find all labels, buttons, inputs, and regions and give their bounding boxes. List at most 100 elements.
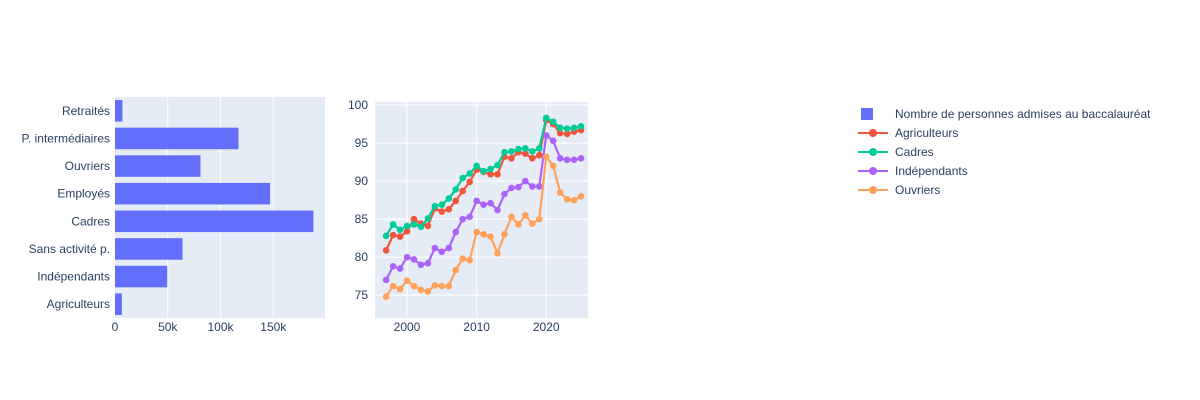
series-marker [563,196,571,203]
series-marker [556,189,564,196]
series-marker [431,244,439,252]
series-marker [563,125,571,132]
series-marker [494,161,501,169]
series-marker [403,227,411,235]
legend-line-symbol [857,126,889,140]
series-marker [494,250,501,257]
series-marker [389,221,397,228]
series-marker [466,256,473,264]
line-y-tick-label: 90 [355,174,369,188]
series-marker [501,148,508,156]
series-marker [494,206,501,214]
series-marker [424,288,432,295]
series-marker [410,256,418,263]
series-marker [487,233,494,240]
series-marker [410,215,418,223]
series-marker [515,183,522,191]
series-marker [535,183,543,190]
bar[interactable] [115,238,183,260]
legend-item-label: Indépendants [895,163,968,178]
series-marker [577,123,585,130]
bar-x-tick-label: 150k [260,320,287,334]
series-marker [549,118,557,126]
bar[interactable] [115,182,271,205]
bar[interactable] [115,265,168,288]
series-marker [487,165,494,173]
series-marker [522,212,529,219]
series-marker [396,226,404,234]
legend-item-label: Ouvriers [895,182,941,197]
legend-item-agriculteurs[interactable]: Agriculteurs [857,123,1150,142]
series-marker [535,151,543,159]
series-marker [473,228,480,236]
bar-category-label: Employés [57,187,110,201]
series-marker [452,266,460,274]
series-marker [459,215,467,223]
series-marker [459,255,467,262]
legend-item-label: Nombre de personnes admises au baccalaur… [895,106,1151,121]
bar-category-label: P. intermédiaires [22,131,111,145]
series-marker [403,277,411,285]
series-marker [522,145,529,152]
legend: Nombre de personnes admises au baccalaur… [857,104,1150,199]
legend-square-symbol [857,107,889,121]
bar-category-label: Agriculteurs [47,297,110,311]
bar[interactable] [115,100,123,122]
line-y-tick-label: 80 [355,250,369,264]
legend-item-baccalaureat[interactable]: Nombre de personnes admises au baccalaur… [857,104,1150,123]
series-marker [459,187,467,195]
series-marker [438,282,446,290]
series-marker [431,202,439,210]
series-marker [515,145,522,153]
bar[interactable] [115,293,122,315]
series-marker [452,228,460,236]
series-marker [431,281,439,289]
line-x-tick-label: 2000 [394,320,421,334]
series-marker [508,184,515,192]
series-marker [417,261,425,269]
legend-item-cadres[interactable]: Cadres [857,142,1150,161]
series-marker [452,186,460,193]
series-marker [508,148,515,155]
series-marker [570,196,578,204]
series-marker [542,114,550,122]
bar[interactable] [115,127,239,150]
series-marker [570,156,578,164]
series-marker [529,148,536,155]
series-marker [494,170,501,178]
legend-line-symbol [857,145,889,159]
bar-category-label: Sans activité p. [29,242,110,256]
series-marker [529,183,536,190]
series-marker [563,130,571,138]
series-marker [522,177,529,185]
line-y-tick-label: 75 [355,288,369,302]
series-marker [473,162,480,170]
series-marker [389,262,397,270]
series-marker [508,154,515,162]
legend-item-independants[interactable]: Indépendants [857,161,1150,180]
series-marker [501,190,508,198]
series-marker [487,170,494,178]
legend-item-ouvriers[interactable]: Ouvriers [857,180,1150,199]
bar[interactable] [115,155,201,177]
series-marker [466,178,473,186]
series-marker [424,222,432,230]
series-marker [515,221,522,228]
series-marker [508,213,515,221]
series-marker [410,221,418,228]
series-marker [487,199,494,207]
series-marker [403,253,411,261]
bar-x-tick-label: 50k [158,320,178,334]
series-marker [466,170,473,177]
series-marker [556,124,564,132]
series-marker [556,154,564,162]
legend-line-symbol [857,183,889,197]
series-marker [556,129,564,137]
series-marker [389,282,397,290]
series-marker [396,233,404,240]
bar[interactable] [115,210,314,233]
series-marker [445,205,453,213]
line-y-tick-label: 85 [355,212,369,226]
series-marker [445,195,453,202]
